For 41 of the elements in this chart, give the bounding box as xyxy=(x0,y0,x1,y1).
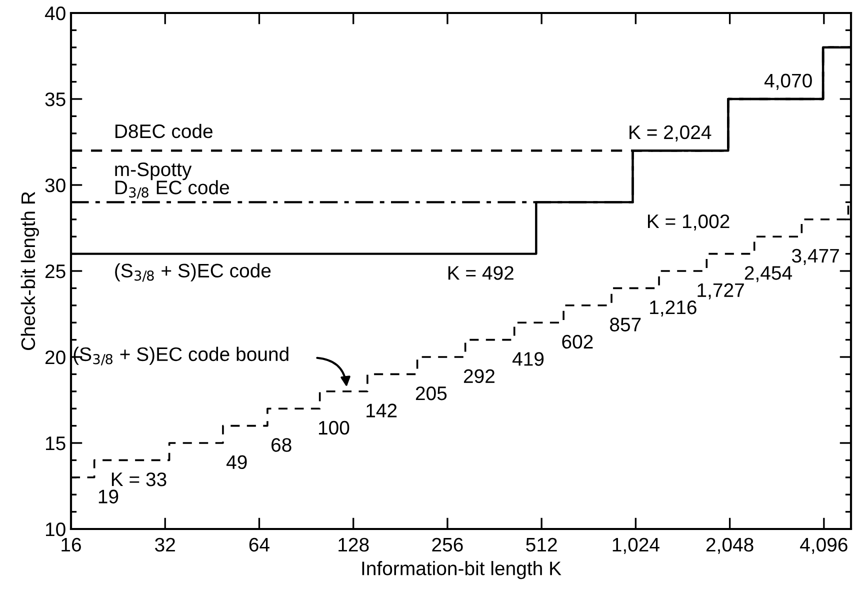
annotation: 205 xyxy=(416,386,447,400)
series-label: D8EC code xyxy=(115,124,212,138)
x-axis-title: Information-bit length K xyxy=(362,561,562,580)
annotation: K = 33 xyxy=(112,472,166,486)
annotation: 292 xyxy=(464,369,494,384)
annotation: 19 xyxy=(98,490,118,504)
annotation: 68 xyxy=(272,438,292,452)
annotation: 1,727 xyxy=(698,283,744,300)
annotation: 49 xyxy=(226,455,247,470)
annotation: 1,216 xyxy=(650,300,696,317)
series-label: (S$_{3/8}$ + S)EC code xyxy=(115,263,271,282)
y-tick-label: 35 xyxy=(45,92,66,106)
annotation: 142 xyxy=(366,404,397,418)
text: (S$_{3/8}$ + S)EC code bound xyxy=(74,346,288,366)
x-tick-label: 4,096 xyxy=(800,538,848,554)
y-axis-title: Check-bit length R xyxy=(20,192,39,350)
x-tick-label: 16 xyxy=(62,538,81,552)
annotation: 602 xyxy=(562,334,593,349)
x-tick-label: 32 xyxy=(155,538,175,552)
y-tick-label: 40 xyxy=(44,6,66,20)
y-tick-label: 30 xyxy=(45,178,66,192)
y-tick-label: 10 xyxy=(46,522,66,536)
x-tick-label: 2,048 xyxy=(706,538,754,554)
annotation: 419 xyxy=(512,352,544,366)
annotation: 3,477 xyxy=(792,248,839,265)
annotation: 2,454 xyxy=(744,266,792,282)
y-tick-label: 15 xyxy=(46,436,66,450)
x-tick-label: 1,024 xyxy=(612,538,660,554)
annotation: 857 xyxy=(610,318,641,332)
annotation: 4,070 xyxy=(764,74,812,90)
annotation: K = 1,002 xyxy=(648,214,730,231)
series-label: m-Spotty D$_{3/8}$ EC code xyxy=(115,162,229,199)
x-tick-label: 128 xyxy=(338,538,369,552)
x-tick-label: 512 xyxy=(526,538,557,552)
annotation: K = 2,024 xyxy=(630,125,712,142)
x-tick-label: 256 xyxy=(432,538,463,552)
annotation: K = 492 xyxy=(448,266,514,280)
y-tick-label: 25 xyxy=(45,264,66,278)
y-tick-label: 20 xyxy=(45,350,66,364)
annotation: 100 xyxy=(318,420,350,435)
x-tick-label: 64 xyxy=(249,538,270,552)
